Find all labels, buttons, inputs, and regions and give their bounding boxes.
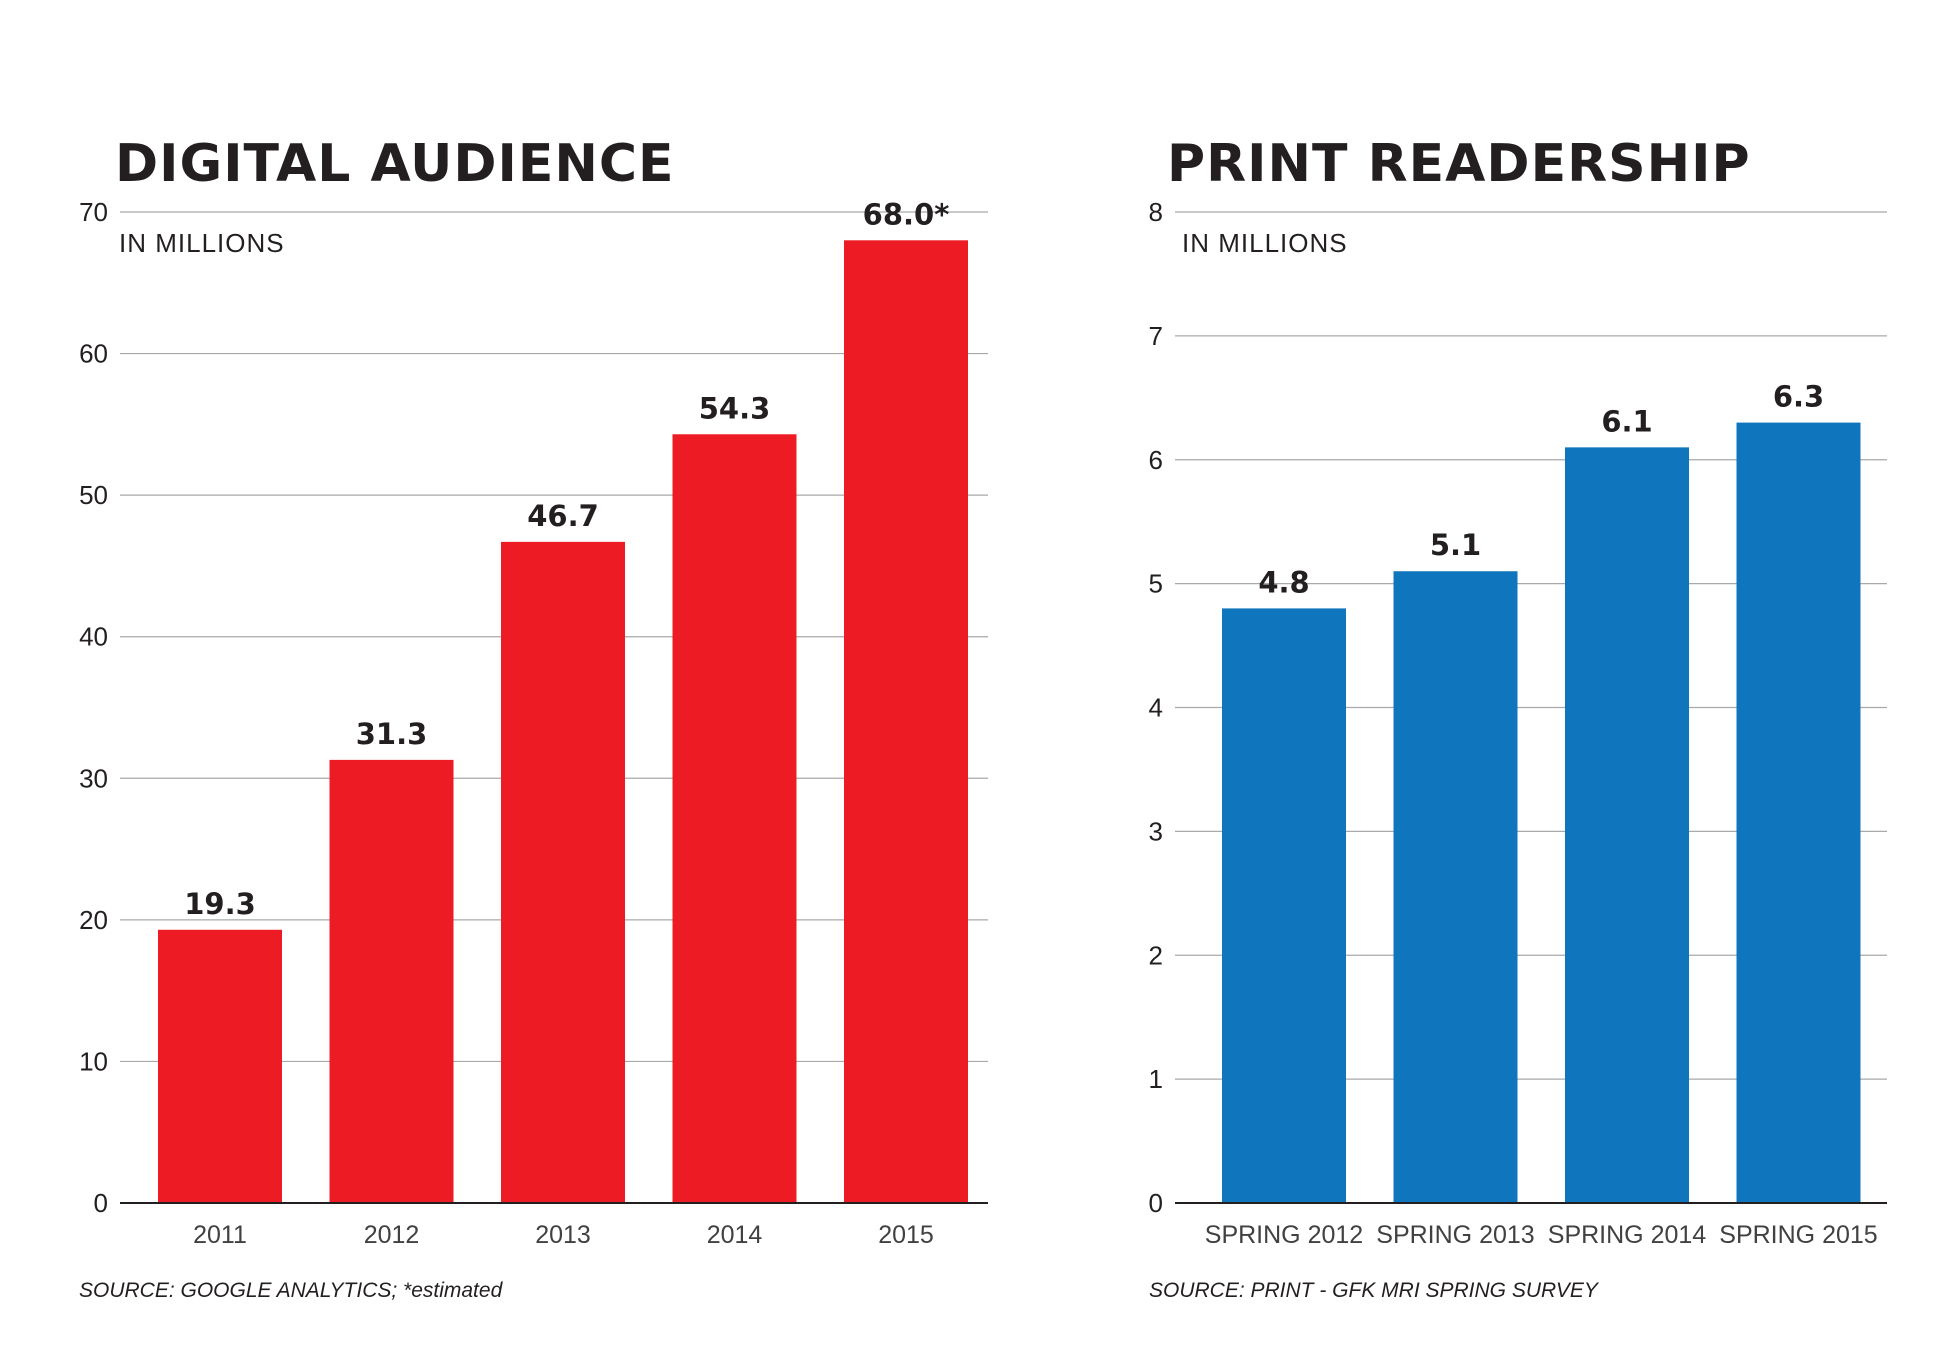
print-readership-units: IN MILLIONS: [1182, 228, 1348, 258]
digital-audience-data-label: 46.7: [527, 499, 599, 533]
digital-audience-x-tick-label: 2013: [535, 1221, 591, 1249]
digital-audience-bar: [158, 929, 282, 1203]
digital-audience-bar: [329, 759, 454, 1203]
print-readership-data-label: 5.1: [1430, 528, 1481, 562]
print-readership-bar: [1393, 571, 1518, 1203]
digital-audience-y-tick-label: 30: [79, 763, 108, 793]
digital-audience-bar: [501, 541, 625, 1203]
print-readership-x-tick-label: SPRING 2015: [1719, 1221, 1877, 1249]
digital-audience-x-tick-label: 2011: [193, 1221, 247, 1249]
digital-audience-y-axis: 0 10 20 30 40 50 60 70: [79, 197, 108, 1218]
digital-audience-y-tick-label: 40: [79, 622, 108, 652]
print-readership-data-label: 6.3: [1773, 380, 1824, 414]
print-readership-x-tick-label: SPRING 2014: [1548, 1221, 1707, 1249]
digital-audience-bars: [158, 240, 968, 1204]
print-readership-y-tick-label: 4: [1149, 693, 1163, 723]
digital-audience-x-tick-label: 2014: [707, 1221, 763, 1249]
print-readership-bar: [1222, 608, 1346, 1203]
print-readership-x-tick-label: SPRING 2013: [1376, 1221, 1534, 1249]
print-readership-y-tick-label: 6: [1149, 445, 1163, 475]
print-readership-y-tick-label: 0: [1149, 1188, 1163, 1218]
digital-audience-y-tick-label: 50: [79, 480, 108, 510]
digital-audience-data-label: 31.3: [356, 717, 428, 751]
print-readership-y-tick-label: 5: [1149, 569, 1163, 599]
digital-audience-units: IN MILLIONS: [119, 228, 285, 258]
digital-audience-data-labels: 19.3 31.3 46.7 54.3 68.0*: [184, 197, 949, 920]
print-readership-y-tick-label: 2: [1149, 940, 1163, 970]
print-readership-y-tick-label: 7: [1149, 321, 1163, 351]
print-readership-bar: [1565, 447, 1689, 1203]
digital-audience-source: SOURCE: GOOGLE ANALYTICS; *estimated: [79, 1279, 504, 1302]
digital-audience-bar: [844, 240, 968, 1204]
print-readership-x-axis: SPRING 2012 SPRING 2013 SPRING 2014 SPRING …: [1205, 1221, 1878, 1249]
print-readership-source: SOURCE: PRINT - GFK MRI SPRING SURVEY: [1149, 1279, 1600, 1302]
digital-audience-data-label: 68.0*: [863, 197, 950, 231]
print-readership-chart: PRINT READERSHIP IN MILLIONS 0 1 2 3 4 5 6 7 8 4…: [1149, 134, 1887, 1302]
print-readership-data-label: 4.8: [1258, 565, 1309, 599]
print-readership-y-tick-label: 1: [1149, 1064, 1163, 1094]
print-readership-data-label: 6.1: [1601, 404, 1652, 438]
digital-audience-data-label: 19.3: [184, 887, 256, 921]
print-readership-title: PRINT READERSHIP: [1167, 134, 1751, 194]
print-readership-bars: [1222, 422, 1861, 1203]
print-readership-data-labels: 4.8 5.1 6.1 6.3: [1258, 380, 1824, 600]
print-readership-bar: [1736, 422, 1861, 1203]
print-readership-y-tick-label: 3: [1149, 816, 1163, 846]
digital-audience-y-tick-label: 0: [94, 1188, 108, 1218]
print-readership-y-tick-label: 8: [1149, 197, 1163, 227]
digital-audience-y-tick-label: 60: [79, 339, 108, 369]
digital-audience-y-tick-label: 10: [79, 1046, 108, 1076]
digital-audience-x-tick-label: 2012: [364, 1221, 420, 1249]
digital-audience-chart: DIGITAL AUDIENCE IN MILLIONS 0 10 20 30 40 50…: [79, 134, 988, 1302]
digital-audience-data-label: 54.3: [699, 391, 771, 425]
digital-audience-title: DIGITAL AUDIENCE: [115, 134, 675, 194]
digital-audience-y-tick-label: 20: [79, 905, 108, 935]
print-readership-y-axis: 0 1 2 3 4 5 6 7 8: [1149, 197, 1163, 1218]
print-readership-x-tick-label: SPRING 2012: [1205, 1221, 1363, 1249]
digital-audience-y-tick-label: 70: [79, 197, 108, 227]
digital-audience-x-axis: 2011 2012 2013 2014 2015: [193, 1221, 934, 1249]
digital-audience-x-tick-label: 2015: [878, 1221, 934, 1249]
digital-audience-bar: [672, 434, 797, 1203]
